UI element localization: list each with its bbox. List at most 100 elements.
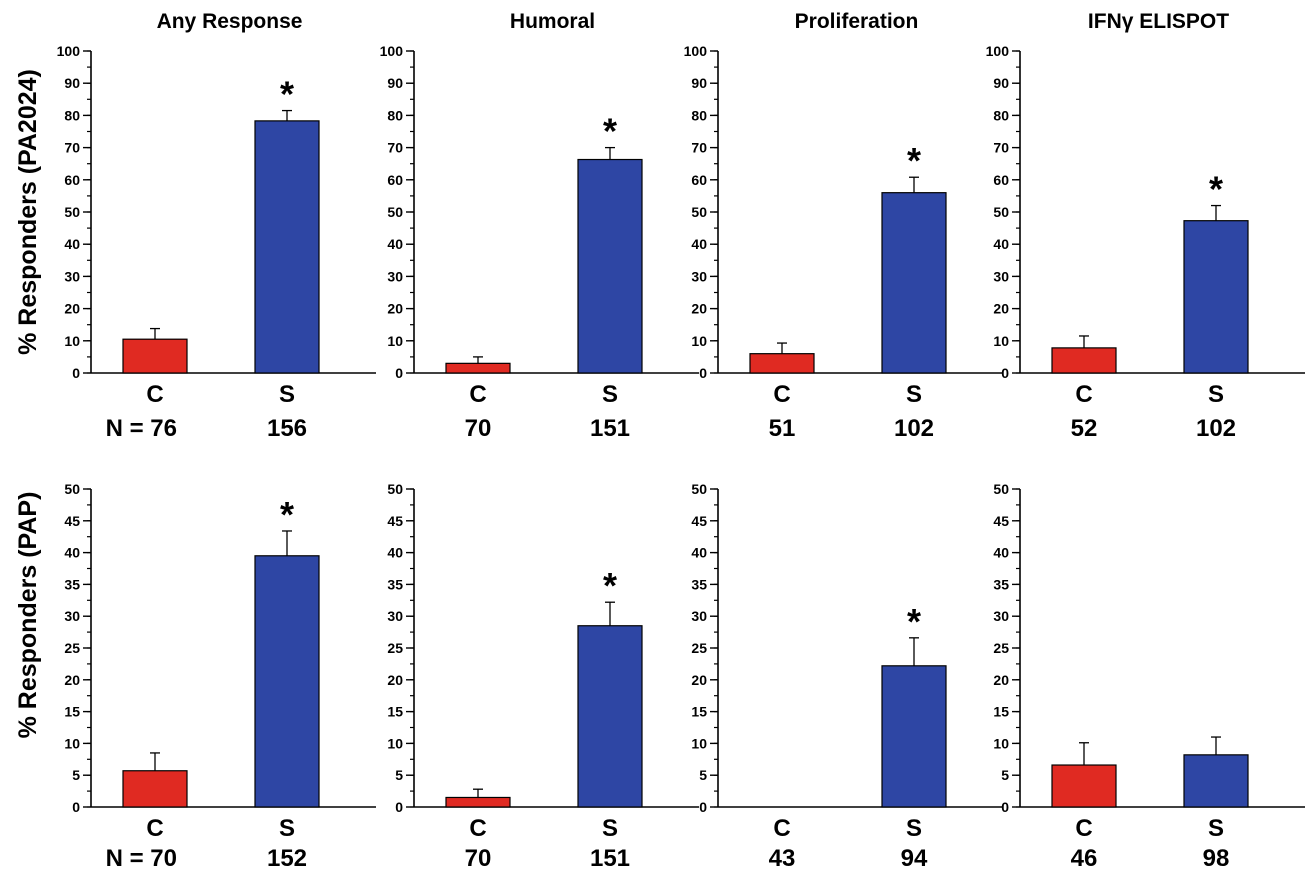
y-tick-label: 10 xyxy=(691,333,707,349)
bar-stim xyxy=(254,120,320,374)
y-tick-label: 10 xyxy=(993,735,1009,751)
panel-title: IFNγ ELISPOT xyxy=(1088,10,1229,33)
y-tick-label: 50 xyxy=(993,204,1009,220)
bar-stim xyxy=(1183,220,1249,374)
panel-2: Humoral 0 10 20 30 40 50 60 70 80 90 100 C 70 * S 151 xyxy=(380,10,699,442)
n-value: 94 xyxy=(901,845,928,872)
significance-marker: * xyxy=(603,565,617,606)
y-tick-label: 10 xyxy=(64,735,80,751)
y-tick-label: 50 xyxy=(64,204,80,220)
panel-5: 0 5 10 15 20 25 30 35 40 45 50 C N = 70 * S 152 xyxy=(64,481,376,872)
y-tick-label: 25 xyxy=(993,640,1009,656)
y-tick-label: 60 xyxy=(64,172,80,188)
n-value: 70 xyxy=(150,845,177,872)
n-value: 43 xyxy=(769,845,796,872)
n-value: 102 xyxy=(1196,415,1236,442)
y-tick-label: 0 xyxy=(699,799,707,815)
n-value: 151 xyxy=(590,415,630,442)
panel-1: Any Response 0 10 20 30 40 50 60 70 80 90 100 C N = 7… xyxy=(57,10,376,442)
panel-3: Proliferation 0 10 20 30 40 50 60 70 80 90 100 C 51 * S… xyxy=(684,10,1003,442)
bar-stim xyxy=(577,158,643,374)
y-tick-label: 50 xyxy=(993,481,1009,497)
y-tick-label: 0 xyxy=(1001,799,1009,815)
y-tick-label: 70 xyxy=(691,140,707,156)
y-tick-label: 20 xyxy=(387,672,403,688)
bar-stim xyxy=(577,625,643,808)
n-label: 52 xyxy=(1071,415,1098,442)
y-tick-label: 5 xyxy=(1001,767,1009,783)
y-tick-label: 40 xyxy=(64,236,80,252)
x-category-label: C xyxy=(146,381,163,408)
x-category-label: S xyxy=(279,815,295,842)
y-tick-label: 20 xyxy=(387,301,403,317)
y-tick-label: 0 xyxy=(395,799,403,815)
x-category-label: S xyxy=(1208,815,1224,842)
bar-stim xyxy=(254,555,320,808)
n-value: 102 xyxy=(894,415,934,442)
n-value: 46 xyxy=(1071,845,1098,872)
n-prefix: N = xyxy=(106,845,151,872)
y-tick-label: 35 xyxy=(993,576,1009,592)
panel-7: 0 5 10 15 20 25 30 35 40 45 50 C 43 * S 94 xyxy=(691,481,1003,872)
y-tick-label: 70 xyxy=(387,140,403,156)
y-tick-label: 30 xyxy=(691,608,707,624)
y-tick-label: 40 xyxy=(64,545,80,561)
n-label: 94 xyxy=(901,845,928,872)
y-tick-label: 45 xyxy=(691,513,707,529)
panel-6: 0 5 10 15 20 25 30 35 40 45 50 C 70 * S 151 xyxy=(387,481,699,872)
x-category-label: C xyxy=(1075,815,1092,842)
y-tick-label: 15 xyxy=(993,704,1009,720)
y-tick-label: 40 xyxy=(387,236,403,252)
bar-control xyxy=(122,338,188,374)
y-tick-label: 30 xyxy=(64,608,80,624)
y-tick-label: 30 xyxy=(691,268,707,284)
y-tick-label: 35 xyxy=(691,576,707,592)
significance-marker: * xyxy=(1209,169,1223,210)
x-category-label: S xyxy=(906,381,922,408)
y-tick-label: 5 xyxy=(395,767,403,783)
n-label: 70 xyxy=(465,845,492,872)
y-tick-label: 70 xyxy=(64,140,80,156)
y-tick-label: 50 xyxy=(387,481,403,497)
panel-title: Any Response xyxy=(157,10,303,33)
y-tick-label: 5 xyxy=(72,767,80,783)
y-tick-label: 5 xyxy=(699,767,707,783)
panel-title: Proliferation xyxy=(795,10,919,33)
y-tick-label: 10 xyxy=(691,735,707,751)
n-label: 102 xyxy=(1196,415,1236,442)
y-tick-label: 0 xyxy=(72,799,80,815)
bar-control xyxy=(445,362,511,374)
bar-control xyxy=(1051,347,1117,374)
n-value: 52 xyxy=(1071,415,1098,442)
y-tick-label: 45 xyxy=(64,513,80,529)
y-tick-label: 60 xyxy=(993,172,1009,188)
x-category-label: S xyxy=(1208,381,1224,408)
panel-8: 0 5 10 15 20 25 30 35 40 45 50 C 46 S 98 xyxy=(993,481,1305,872)
bar-control xyxy=(1051,764,1117,808)
n-value: 76 xyxy=(150,415,177,442)
y-tick-label: 90 xyxy=(64,75,80,91)
y-tick-label: 0 xyxy=(72,365,80,381)
x-category-label: S xyxy=(906,815,922,842)
y-tick-label: 100 xyxy=(380,43,404,59)
y-tick-label: 20 xyxy=(64,301,80,317)
n-value: 152 xyxy=(267,845,307,872)
y-tick-label: 20 xyxy=(993,301,1009,317)
y-tick-label: 90 xyxy=(993,75,1009,91)
y-tick-label: 100 xyxy=(684,43,708,59)
x-category-label: S xyxy=(602,381,618,408)
n-label: 51 xyxy=(769,415,796,442)
y-tick-label: 10 xyxy=(993,333,1009,349)
n-label: 46 xyxy=(1071,845,1098,872)
y-tick-label: 30 xyxy=(64,268,80,284)
panel-title: Humoral xyxy=(510,10,595,33)
y-tick-label: 80 xyxy=(387,107,403,123)
y-tick-label: 30 xyxy=(387,608,403,624)
y-tick-label: 80 xyxy=(993,107,1009,123)
row-label-pa2024: % Responders (PA2024) xyxy=(14,69,42,355)
y-tick-label: 45 xyxy=(387,513,403,529)
y-tick-label: 80 xyxy=(64,107,80,123)
y-tick-label: 30 xyxy=(993,268,1009,284)
y-tick-label: 0 xyxy=(1001,365,1009,381)
